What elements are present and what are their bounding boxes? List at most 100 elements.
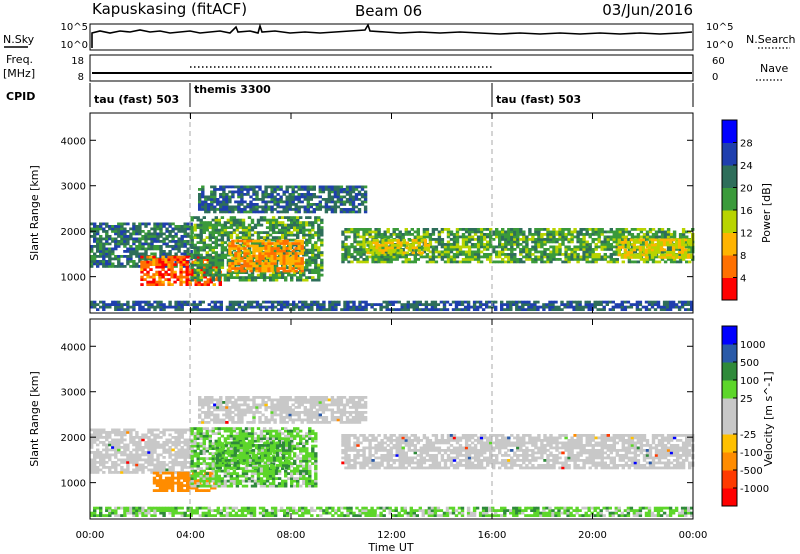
- scatter-cell: [669, 233, 674, 236]
- scatter-cell: [657, 260, 662, 264]
- scatter-cell: [540, 228, 544, 231]
- scatter-cell: [274, 236, 279, 239]
- scatter-cell: [582, 238, 586, 241]
- scatter-cell: [672, 260, 677, 264]
- scatter-cell: [199, 437, 203, 440]
- scatter-cell: [195, 303, 199, 306]
- scatter-cell: [299, 223, 303, 227]
- scatter-cell: [470, 228, 475, 231]
- scatter-cell: [645, 245, 650, 249]
- scatter-cell: [428, 243, 433, 246]
- scatter-cell: [105, 456, 109, 459]
- scatter-cell: [576, 230, 580, 234]
- scatter-cell: [231, 308, 236, 311]
- scatter-cell: [271, 218, 276, 222]
- scatter-cell: [135, 453, 139, 457]
- scatter-cell: [440, 230, 445, 234]
- scatter-cell: [687, 253, 691, 257]
- scatter-cell: [446, 253, 451, 256]
- scatter-cell: [228, 247, 232, 250]
- scatter-cell: [114, 431, 118, 434]
- scatter-cell: [252, 185, 256, 189]
- scatter-cell: [193, 439, 197, 443]
- scatter-cell: [560, 308, 564, 311]
- scatter-cell: [228, 305, 233, 309]
- scatter-cell: [129, 438, 133, 442]
- scatter-cell: [176, 486, 181, 490]
- scatter-cell: [252, 249, 256, 253]
- scatter-cell: [288, 252, 292, 255]
- scatter-cell: [614, 305, 618, 309]
- scatter-cell: [216, 200, 220, 204]
- scatter-cell: [220, 469, 225, 473]
- scatter-cell: [235, 221, 240, 224]
- scatter-cell: [186, 250, 190, 253]
- scatter-cell: [270, 242, 274, 245]
- scatter-cell: [279, 185, 283, 189]
- scatter-cell: [573, 250, 577, 254]
- scatter-cell: [320, 226, 324, 229]
- scatter-cell: [296, 223, 300, 227]
- scatter-cell: [461, 240, 466, 244]
- scatter-cell: [199, 444, 203, 448]
- scatter-cell: [594, 243, 598, 246]
- scatter-cell: [96, 250, 100, 253]
- scatter-cell: [590, 303, 594, 306]
- scatter-cell: [434, 240, 439, 244]
- scatter-cell: [120, 446, 124, 449]
- scatter-cell: [684, 308, 688, 311]
- scatter-cell: [150, 441, 154, 444]
- scatter-cell: [249, 239, 253, 243]
- scatter-cell: [489, 228, 493, 231]
- scatter-cell: [241, 221, 246, 224]
- scatter-cell: [428, 245, 433, 249]
- scatter-cell: [171, 461, 175, 464]
- scatter-cell: [288, 203, 292, 206]
- scatter-cell: [193, 236, 197, 239]
- colorbar-swatch: [722, 165, 737, 188]
- scatter-cell: [105, 235, 109, 238]
- scatter-cell: [114, 451, 118, 454]
- scatter-cell: [210, 308, 214, 311]
- scatter-cell: [185, 280, 189, 284]
- scatter-cell: [345, 198, 350, 201]
- scatter-cell: [333, 200, 338, 204]
- scatter-cell: [389, 235, 393, 239]
- scatter-cell: [102, 453, 106, 457]
- scatter-cell: [223, 276, 228, 279]
- scatter-cell: [425, 233, 430, 236]
- scatter-cell: [291, 195, 295, 199]
- scatter-cell: [152, 273, 156, 276]
- scatter-cell: [389, 255, 393, 259]
- scatter-cell: [680, 248, 685, 252]
- scatter-cell: [516, 230, 520, 234]
- scatter-cell: [653, 243, 658, 247]
- scatter-cell: [642, 240, 647, 244]
- scatter-cell: [308, 268, 312, 272]
- scatter-cell: [111, 250, 115, 253]
- scatter-cell: [117, 245, 121, 248]
- scatter-cell: [234, 190, 238, 194]
- scatter-cell: [93, 456, 97, 459]
- scatter-cell: [476, 258, 481, 261]
- scatter-cell: [149, 283, 153, 286]
- scatter-cell: [147, 232, 151, 236]
- scatter-cell: [247, 246, 252, 249]
- scatter-cell: [414, 241, 418, 245]
- scatter-cell: [237, 195, 241, 199]
- scatter-cell: [158, 280, 162, 284]
- scatter-cell: [228, 269, 232, 273]
- scatter-cell: [102, 456, 106, 459]
- scatter-cell: [597, 238, 601, 241]
- scatter-cell: [582, 258, 586, 261]
- scatter-cell: [294, 203, 298, 206]
- scatter-cell: [680, 253, 685, 257]
- scatter-cell: [551, 300, 555, 304]
- scatter-cell: [222, 185, 226, 189]
- scatter-cell: [243, 254, 247, 258]
- scatter-cell: [355, 308, 359, 311]
- scatter-cell: [282, 205, 286, 209]
- scatter-cell: [287, 228, 291, 232]
- scatter-cell: [126, 237, 130, 241]
- scatter-cell: [339, 185, 344, 189]
